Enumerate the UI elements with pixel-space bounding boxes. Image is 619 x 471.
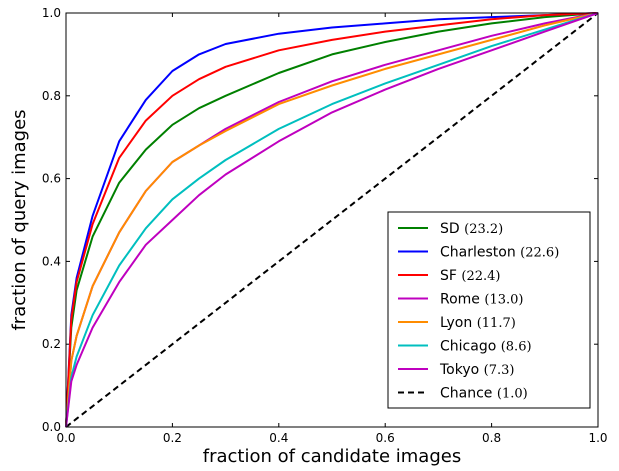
x-tick-label: 0.4 — [269, 431, 288, 445]
series-line-sd — [65, 12, 599, 428]
legend-box — [387, 211, 591, 409]
series-line-chance — [65, 12, 599, 428]
legend-label: SF (22.4) — [440, 268, 500, 284]
plot-frame — [65, 12, 599, 428]
series-line-charleston — [65, 12, 599, 428]
legend-label: Lyon (11.7) — [440, 315, 516, 331]
x-tick-label: 0.6 — [376, 431, 395, 445]
series-line-lyon — [65, 12, 599, 428]
legend-value: (22.6) — [520, 246, 559, 261]
y-tick-label: 0.4 — [42, 254, 61, 268]
legend-value: (7.3) — [484, 363, 515, 378]
legend-label: Chance (1.0) — [440, 386, 528, 402]
legend-label: Rome (13.0) — [440, 292, 523, 308]
legend-label: Chicago (8.6) — [440, 339, 532, 355]
series-line-chicago — [65, 12, 599, 428]
x-axis-label: fraction of candidate images — [203, 446, 461, 467]
legend-value: (11.7) — [477, 316, 516, 331]
y-tick-label: 0.2 — [42, 337, 61, 351]
x-tick-label: 0.8 — [482, 431, 501, 445]
y-tick-label: 1.0 — [42, 6, 61, 20]
y-tick-label: 0.0 — [42, 420, 61, 434]
legend: SD (23.2) Charleston (22.6) SF (22.4) Rome … — [387, 211, 591, 409]
legend-value: (22.4) — [461, 269, 500, 284]
y-tick-label: 0.8 — [42, 89, 61, 103]
x-tick-label: 0.0 — [56, 431, 75, 445]
series-lines — [65, 12, 599, 428]
legend-value: (8.6) — [501, 340, 532, 355]
x-tick-label: 0.2 — [163, 431, 182, 445]
legend-value: (13.0) — [484, 293, 523, 308]
legend-value: (23.2) — [464, 222, 503, 237]
legend-label: Tokyo (7.3) — [439, 362, 514, 378]
legend-value: (1.0) — [497, 387, 528, 402]
series-line-sf — [65, 12, 599, 428]
x-tick-label: 1.0 — [588, 431, 607, 445]
y-tick-label: 0.6 — [42, 172, 61, 186]
series-line-tokyo — [65, 12, 599, 428]
legend-label: SD (23.2) — [440, 221, 503, 237]
legend-label: Charleston (22.6) — [440, 245, 559, 261]
y-axis-label: fraction of query images — [9, 109, 30, 330]
